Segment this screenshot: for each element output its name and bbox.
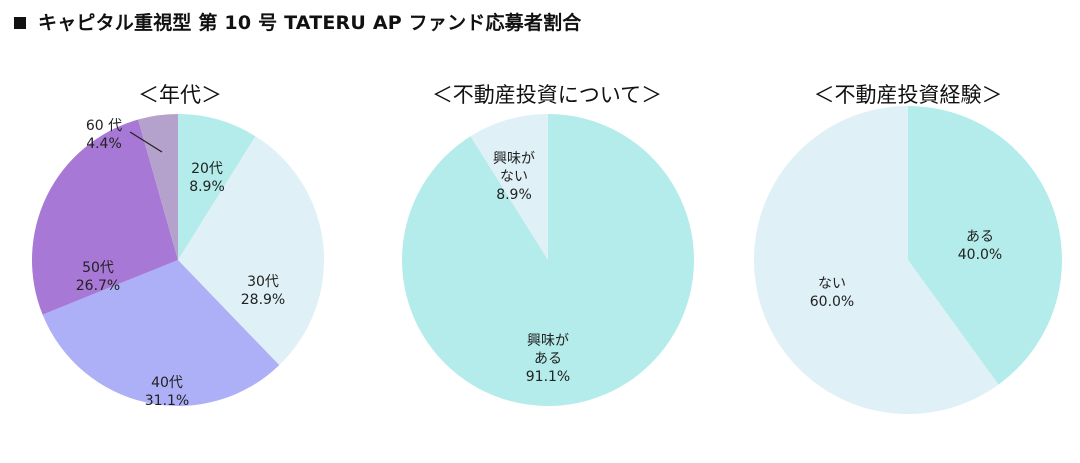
label-leader-line	[129, 131, 163, 153]
pie-slice-1-0	[402, 114, 695, 406]
pie-slice-0-1	[178, 136, 324, 366]
slice-label-2-1: ない 60.0%	[810, 276, 854, 310]
interest-pie-chart: 興味がある 91.1% 興味がない 8.9%	[402, 114, 695, 406]
page-title-text: キャピタル重視型 第 10 号 TATERU AP ファンド応募者割合	[38, 12, 582, 34]
pie-slice-0-4	[138, 114, 178, 260]
pie-slice-0-2	[42, 260, 280, 407]
slice-label-0-4: 60 代 4.4%	[86, 118, 122, 152]
slice-label-1-1: 興味がない 8.9%	[493, 151, 535, 203]
interest-chart-title: ＜不動産投資について＞	[431, 83, 663, 107]
pie-slice-2-1	[754, 106, 999, 414]
age-pie-chart: 20代 8.9% 30代 28.9% 40代 31.1% 50代 26.7% 60 代 4.4%	[31, 114, 324, 409]
slice-label-2-0: ある 40.0%	[958, 229, 1002, 263]
slice-label-0-2: 40代 31.1%	[145, 375, 189, 409]
slice-label-1-0: 興味がある 91.1%	[526, 333, 570, 385]
age-chart-title: ＜年代＞	[138, 83, 222, 107]
slice-label-0-0: 20代 8.9%	[189, 161, 225, 195]
pie-slice-0-0	[178, 114, 256, 260]
pie-slice-1-1	[470, 114, 548, 260]
age-chart-panel: ＜年代＞ 20代 8.9% 30代 28.9% 40代 31.1% 50代 26.7% 60 代…	[28, 78, 332, 458]
slice-label-0-1: 30代 28.9%	[241, 274, 285, 308]
experience-chart-title: ＜不動産投資経験＞	[813, 83, 1003, 107]
bullet-square-icon	[14, 17, 26, 29]
pie-slice-0-3	[31, 119, 178, 315]
experience-pie-chart: ある 40.0% ない 60.0%	[754, 106, 1063, 414]
page-title: キャピタル重視型 第 10 号 TATERU AP ファンド応募者割合	[14, 8, 581, 38]
experience-chart-panel: ＜不動産投資経験＞ ある 40.0% ない 60.0%	[752, 78, 1064, 458]
pie-slice-2-0	[908, 106, 1063, 385]
slice-label-0-3: 50代 26.7%	[76, 260, 120, 294]
interest-chart-panel: ＜不動産投資について＞ 興味がある 91.1% 興味がない 8.9%	[392, 78, 702, 458]
